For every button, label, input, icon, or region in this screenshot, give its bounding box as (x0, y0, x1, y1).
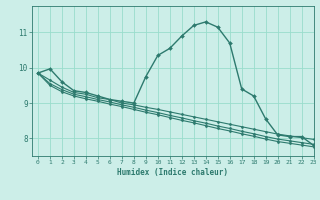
X-axis label: Humidex (Indice chaleur): Humidex (Indice chaleur) (117, 168, 228, 177)
